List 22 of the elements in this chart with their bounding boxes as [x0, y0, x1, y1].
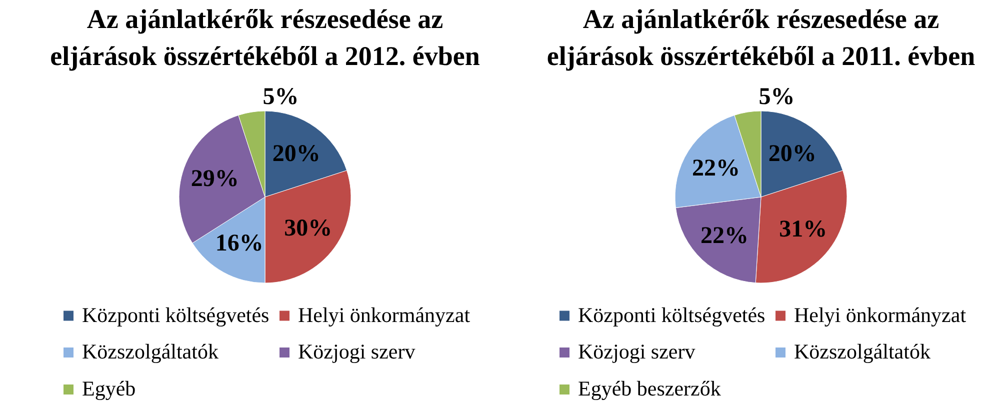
chart-title: Az ajánlatkérők részesedése az eljárások összértékéből a 2012. évben: [50, 4, 480, 72]
data-label: 5%: [262, 84, 299, 110]
data-label: 5%: [758, 84, 795, 110]
data-label: 31%: [779, 216, 828, 243]
data-label: 29%: [190, 166, 239, 192]
legend-label: Közjogi szerv: [298, 340, 416, 364]
data-label: 22%: [692, 155, 740, 182]
data-label: 20%: [272, 140, 320, 167]
legend-label: Egyéb: [82, 376, 136, 400]
data-label: 22%: [700, 222, 748, 249]
legend-label: Közszolgáltatók: [794, 340, 931, 364]
legend-label: Központi költségvetés: [82, 302, 270, 327]
legend-label: Egyéb beszerzők: [578, 376, 722, 400]
legend-label: Közszolgáltatók: [82, 340, 219, 364]
data-label: 16%: [215, 230, 264, 257]
legend-label: Helyi önkormányzat: [298, 302, 470, 327]
legend-label: Központi költségvetés: [578, 302, 766, 327]
data-label: 30%: [284, 215, 332, 242]
chart-title: Az ajánlatkérők részesedése az eljárások összértékéből a 2011. évben: [546, 4, 976, 72]
data-label: 20%: [768, 140, 816, 167]
legend-label: Helyi önkormányzat: [794, 302, 966, 327]
legend-label: Közjogi szerv: [578, 340, 696, 364]
